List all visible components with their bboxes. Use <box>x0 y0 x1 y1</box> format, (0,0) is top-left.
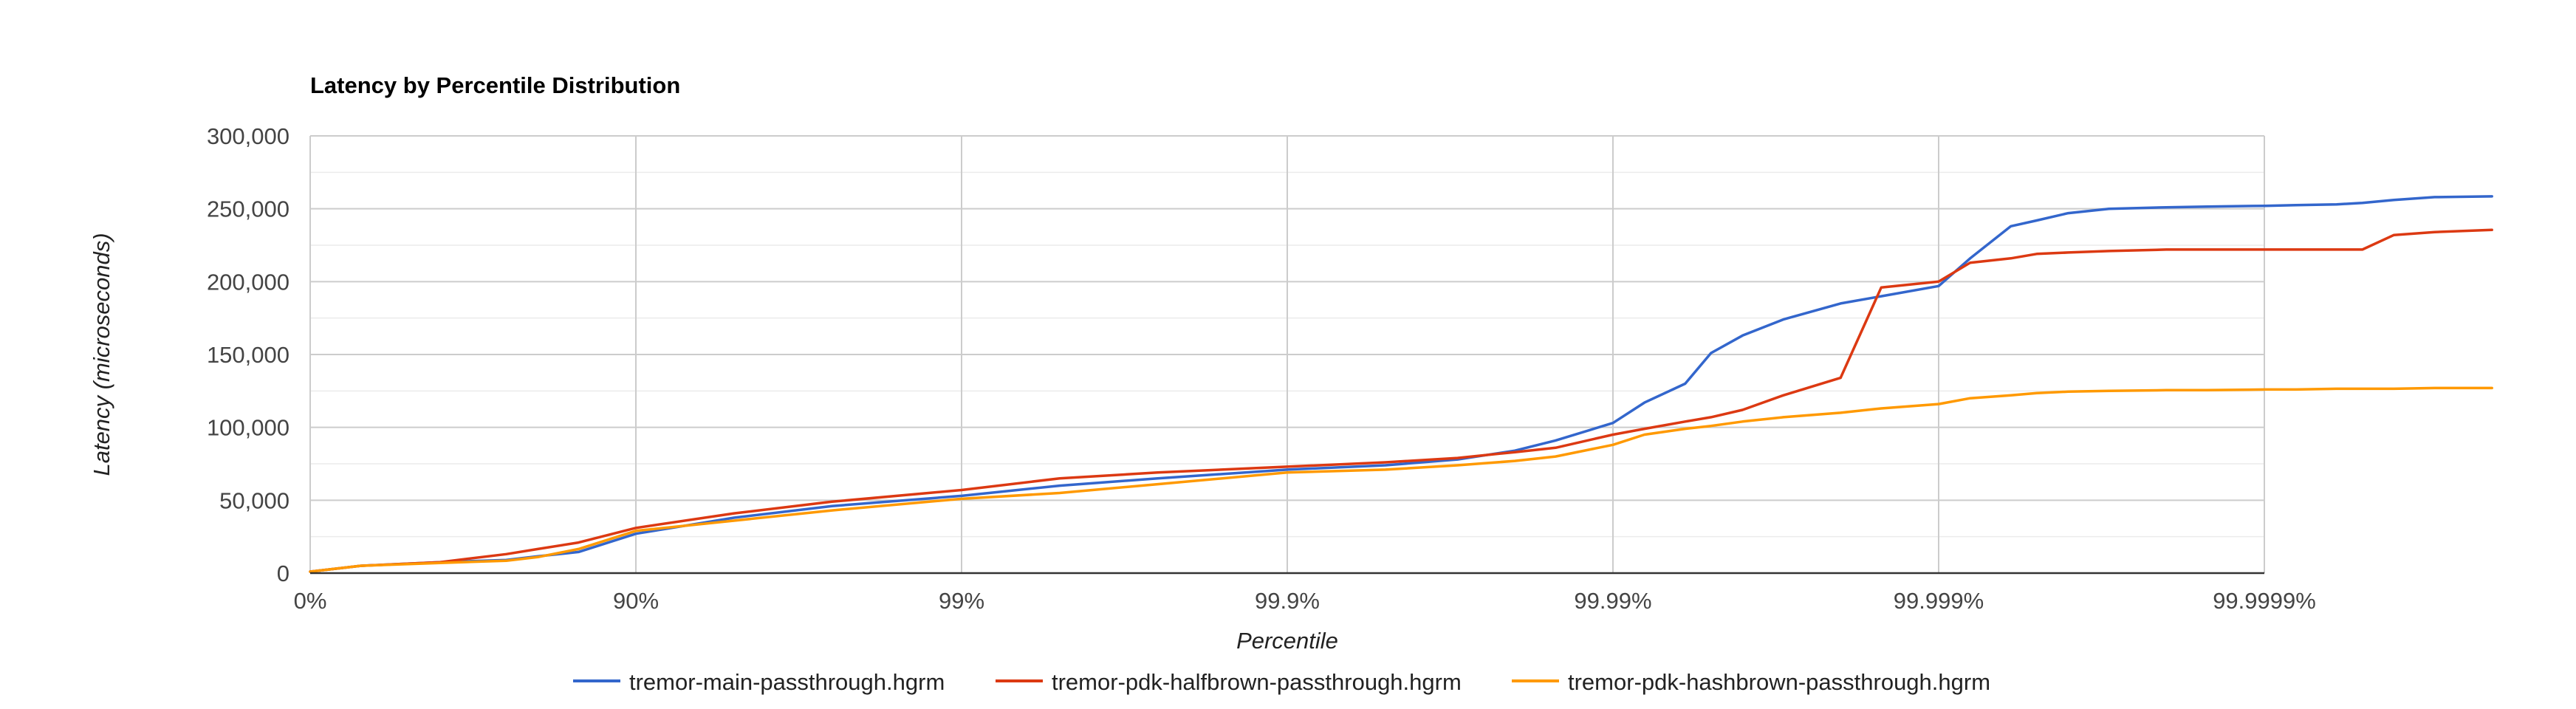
tick-labels: 0 50,000 100,000 150,000 200,000 250,000 300,0… <box>207 123 2316 614</box>
x-tick-label: 0% <box>294 588 327 614</box>
y-tick-label: 150,000 <box>207 342 290 368</box>
y-tick-label: 250,000 <box>207 196 290 222</box>
x-axis-title: Percentile <box>1236 628 1338 654</box>
x-tick-label: 99.9999% <box>2213 588 2316 614</box>
series-line-3 <box>309 386 2493 573</box>
series-line-2 <box>309 228 2493 573</box>
x-tick-label: 99% <box>939 588 984 614</box>
x-tick-label: 99.99% <box>1574 588 1651 614</box>
y-tick-label: 200,000 <box>207 269 290 295</box>
x-tick-label: 90% <box>613 588 659 614</box>
y-tick-label: 300,000 <box>207 123 290 149</box>
chart-title: Latency by Percentile Distribution <box>310 72 680 98</box>
legend-item-label: tremor-pdk-halfbrown-passthrough.hgrm <box>1052 669 1462 695</box>
legend-item-label: tremor-main-passthrough.hgrm <box>629 669 945 695</box>
y-tick-label: 0 <box>277 561 290 586</box>
x-tick-label: 99.999% <box>1894 588 1984 614</box>
series-lines <box>309 195 2493 573</box>
y-axis-title: Latency (microseconds) <box>89 233 114 476</box>
y-tick-label: 50,000 <box>219 487 290 513</box>
legend-item-label: tremor-pdk-hashbrown-passthrough.hgrm <box>1568 669 1990 695</box>
x-tick-label: 99.9% <box>1255 588 1320 614</box>
grid <box>309 135 2265 574</box>
y-tick-label: 100,000 <box>207 415 290 441</box>
legend: tremor-main-passthrough.hgrm tremor-pdk-h… <box>573 669 1990 695</box>
